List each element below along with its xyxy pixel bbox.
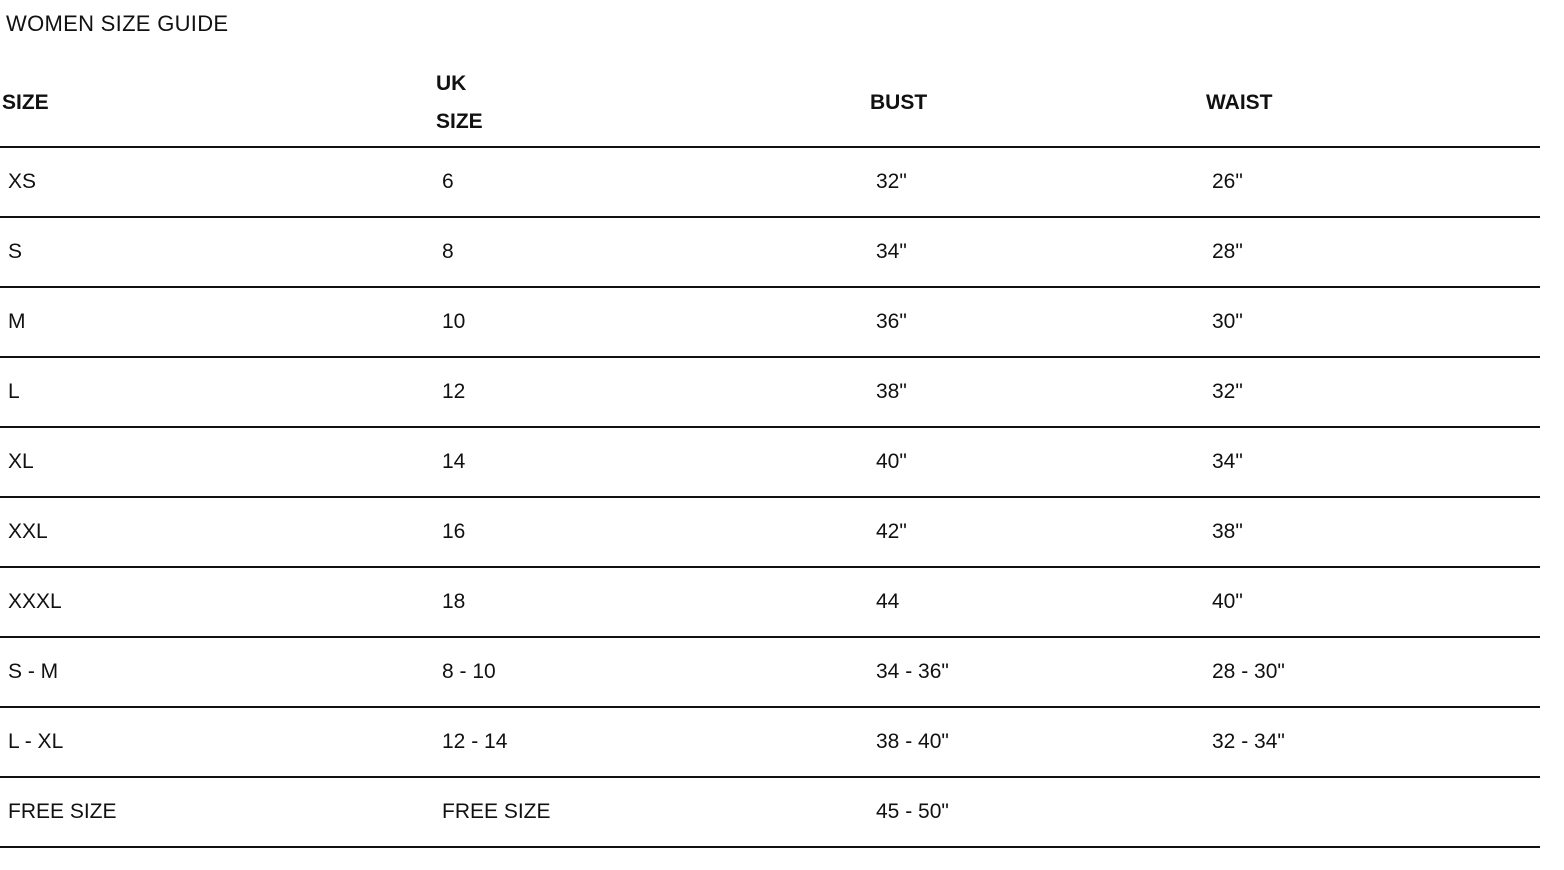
cell-size: XXXL (8, 590, 62, 613)
cell-waist: 40" (1212, 590, 1243, 613)
table-row: XL 14 40" 34" (0, 428, 1540, 498)
cell-bust: 45 - 50" (876, 800, 949, 823)
table-row: XS 6 32" 26" (0, 148, 1540, 218)
cell-size: S (8, 240, 23, 263)
table-row: S 8 34" 28" (0, 218, 1540, 288)
table-body: XS 6 32" 26" S 8 34" 28" M 10 36" 30" L 12 38" 32" XL 14 4… (0, 148, 1540, 848)
cell-waist: 30" (1212, 310, 1243, 333)
cell-size: XS (8, 170, 37, 193)
table-row: FREE SIZE FREE SIZE 45 - 50" (0, 778, 1540, 848)
cell-waist: 38" (1212, 520, 1243, 543)
cell-size: S - M (8, 660, 59, 683)
cell-size: M (8, 310, 26, 333)
cell-waist: 28" (1212, 240, 1243, 263)
cell-uk-size: 18 (442, 590, 466, 613)
header-size: SIZE (2, 91, 49, 114)
cell-size: L (8, 380, 20, 403)
cell-bust: 42" (876, 520, 907, 543)
cell-bust: 44 (876, 590, 900, 613)
cell-uk-size: 16 (442, 520, 466, 543)
header-uk-size-label: UK SIZE (436, 72, 483, 133)
cell-bust: 34 - 36" (876, 660, 949, 683)
cell-uk-size: FREE SIZE (442, 800, 551, 823)
cell-waist: 32" (1212, 380, 1243, 403)
table-row: S - M 8 - 10 34 - 36" 28 - 30" (0, 638, 1540, 708)
cell-uk-size: 12 - 14 (442, 730, 508, 753)
cell-bust: 34" (876, 240, 907, 263)
cell-size: FREE SIZE (8, 800, 117, 823)
table-row: L 12 38" 32" (0, 358, 1540, 428)
cell-uk-size: 8 (442, 240, 454, 263)
cell-bust: 40" (876, 450, 907, 473)
cell-bust: 38" (876, 380, 907, 403)
page-title: WOMEN SIZE GUIDE (6, 11, 229, 36)
cell-size: XXL (8, 520, 48, 543)
table-row: L - XL 12 - 14 38 - 40" 32 - 34" (0, 708, 1540, 778)
cell-bust: 38 - 40" (876, 730, 949, 753)
header-bust: BUST (870, 91, 928, 114)
cell-waist: 32 - 34" (1212, 730, 1285, 753)
table-row: XXL 16 42" 38" (0, 498, 1540, 568)
table-row: XXXL 18 44 40" (0, 568, 1540, 638)
cell-waist: 26" (1212, 170, 1243, 193)
size-guide-table: SIZE UK SIZE BUST WAIST XS 6 32" 26" S 8 34" 28… (0, 60, 1540, 848)
cell-waist: 34" (1212, 450, 1243, 473)
table-row: M 10 36" 30" (0, 288, 1540, 358)
table-header: SIZE UK SIZE BUST WAIST (0, 60, 1540, 148)
header-uk-size: UK SIZE (436, 60, 496, 146)
cell-waist: 28 - 30" (1212, 660, 1285, 683)
cell-bust: 36" (876, 310, 907, 333)
cell-uk-size: 6 (442, 170, 454, 193)
cell-size: L - XL (8, 730, 64, 753)
cell-size: XL (8, 450, 34, 473)
cell-uk-size: 10 (442, 310, 466, 333)
cell-uk-size: 12 (442, 380, 466, 403)
cell-uk-size: 8 - 10 (442, 660, 496, 683)
cell-bust: 32" (876, 170, 907, 193)
header-waist: WAIST (1206, 91, 1273, 114)
cell-uk-size: 14 (442, 450, 466, 473)
